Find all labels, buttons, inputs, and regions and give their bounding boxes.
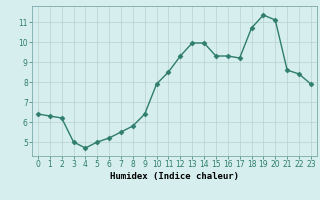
X-axis label: Humidex (Indice chaleur): Humidex (Indice chaleur) — [110, 172, 239, 181]
